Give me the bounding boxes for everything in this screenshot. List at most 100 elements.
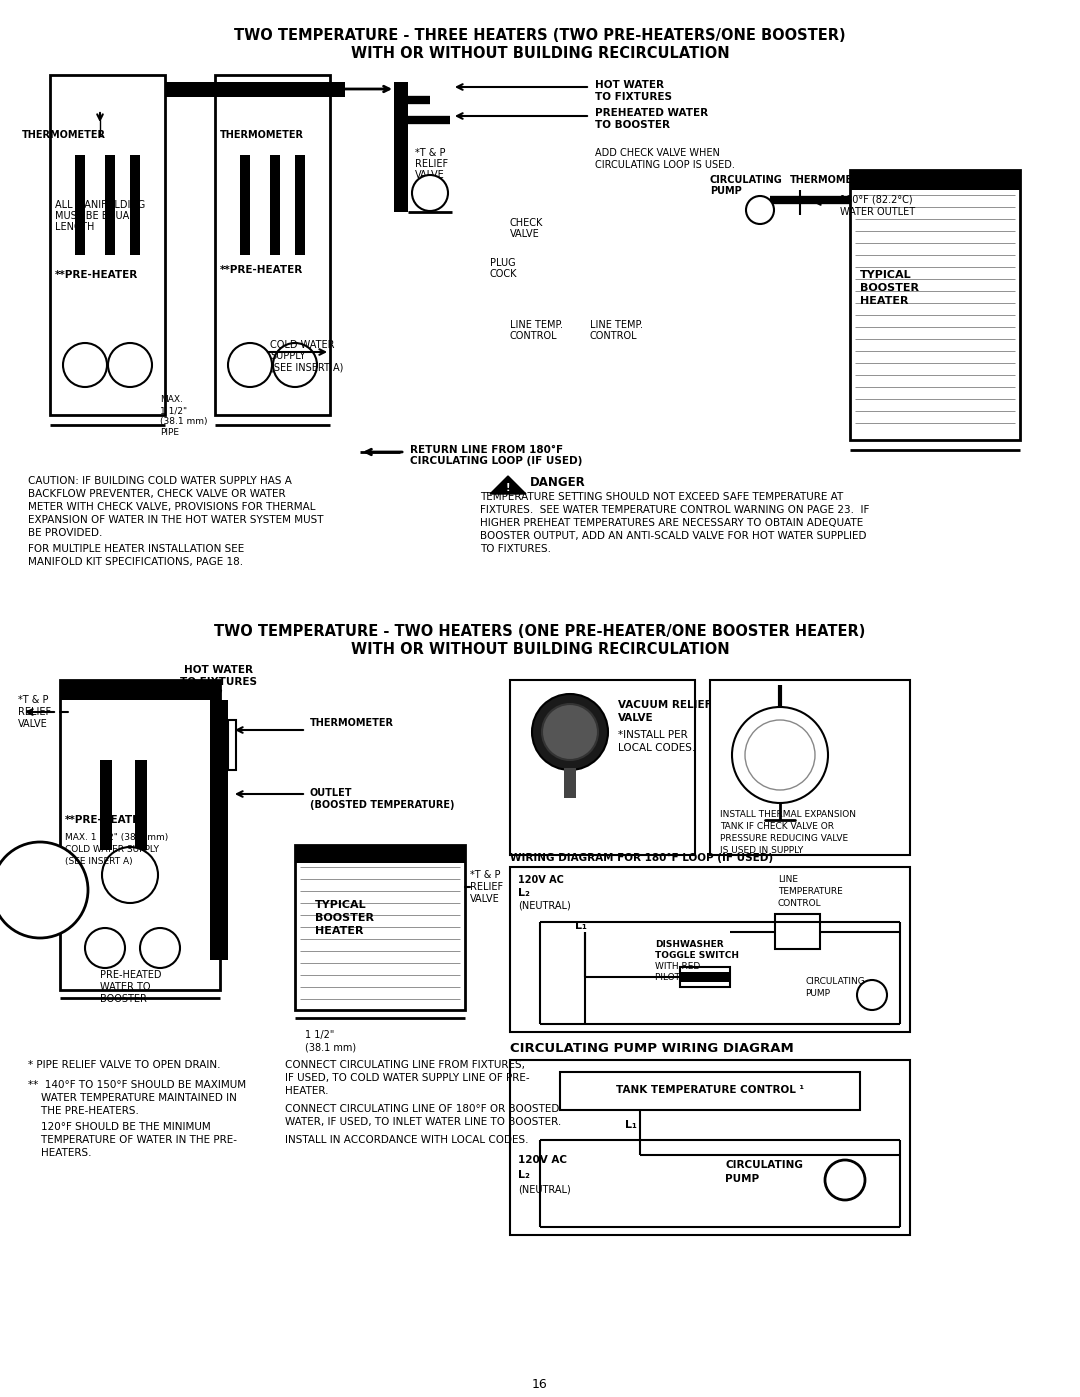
Text: BOOSTER: BOOSTER [860, 284, 919, 293]
Bar [270, 155, 280, 256]
Circle shape [273, 344, 318, 387]
Text: LENGTH: LENGTH [55, 222, 94, 232]
Text: 120°F SHOULD BE THE MINIMUM: 120°F SHOULD BE THE MINIMUM [28, 1122, 211, 1132]
Bar [295, 845, 465, 1010]
Text: PUMP: PUMP [805, 989, 831, 997]
Bar [105, 155, 114, 256]
Text: * PIPE RELIEF VALVE TO OPEN DRAIN.: * PIPE RELIEF VALVE TO OPEN DRAIN. [28, 1060, 220, 1070]
Text: TANK TEMPERATURE CONTROL ¹: TANK TEMPERATURE CONTROL ¹ [616, 1085, 804, 1095]
Text: (NEUTRAL): (NEUTRAL) [518, 901, 570, 911]
Circle shape [411, 175, 448, 211]
Text: PILOT LIGHT: PILOT LIGHT [654, 972, 710, 982]
Text: CONNECT CIRCULATING LINE FROM FIXTURES,: CONNECT CIRCULATING LINE FROM FIXTURES, [285, 1060, 525, 1070]
Text: VALVE: VALVE [415, 170, 445, 180]
Text: TOGGLE SWITCH: TOGGLE SWITCH [654, 951, 739, 960]
Circle shape [85, 928, 125, 968]
Circle shape [858, 981, 887, 1010]
Text: THERMOMETER: THERMOMETER [220, 130, 303, 140]
Text: ADD CHECK VALVE WHEN: ADD CHECK VALVE WHEN [595, 148, 720, 158]
Text: IS USED IN SUPPLY: IS USED IN SUPPLY [720, 847, 804, 855]
Text: *T & P: *T & P [415, 148, 446, 158]
Bar [210, 700, 228, 960]
Bar [680, 967, 730, 988]
Text: **PRE-HEATER: **PRE-HEATER [65, 814, 148, 826]
Bar [60, 680, 220, 990]
Text: PUMP: PUMP [725, 1173, 759, 1185]
Text: OUTLET: OUTLET [310, 788, 352, 798]
Circle shape [0, 842, 87, 937]
Text: LOCAL CODES.: LOCAL CODES. [618, 743, 696, 753]
Text: (38.1 mm): (38.1 mm) [160, 416, 207, 426]
Text: MUST BE EQUAL: MUST BE EQUAL [55, 211, 135, 221]
Text: WATER TO: WATER TO [100, 982, 150, 992]
Text: TO FIXTURES: TO FIXTURES [179, 678, 257, 687]
Circle shape [746, 196, 774, 224]
Text: INSTALL THERMAL EXPANSION: INSTALL THERMAL EXPANSION [720, 810, 856, 819]
Text: TEMPERATURE SETTING SHOULD NOT EXCEED SAFE TEMPERATURE AT: TEMPERATURE SETTING SHOULD NOT EXCEED SA… [480, 492, 843, 502]
Text: L₂: L₂ [518, 1171, 530, 1180]
Text: TWO TEMPERATURE - TWO HEATERS (ONE PRE-HEATER/ONE BOOSTER HEATER): TWO TEMPERATURE - TWO HEATERS (ONE PRE-H… [214, 624, 866, 638]
Circle shape [102, 847, 158, 902]
Bar [60, 680, 220, 700]
Text: THERMOMETER: THERMOMETER [22, 130, 106, 140]
Text: CIRCULATING PUMP WIRING DIAGRAM: CIRCULATING PUMP WIRING DIAGRAM [510, 1042, 794, 1055]
Text: DANGER: DANGER [530, 476, 585, 489]
Bar [510, 680, 696, 855]
Text: TO FIXTURES.: TO FIXTURES. [480, 543, 551, 555]
Text: 180°F (82.2°C): 180°F (82.2°C) [840, 196, 913, 205]
Text: HEATER: HEATER [315, 926, 364, 936]
Text: VALVE: VALVE [18, 719, 48, 729]
Text: L₂: L₂ [518, 888, 530, 898]
Bar [510, 868, 910, 1032]
Text: HEATER.: HEATER. [285, 1085, 328, 1097]
Text: MAX. 1 1/2" (38.1 mm): MAX. 1 1/2" (38.1 mm) [65, 833, 168, 842]
Circle shape [228, 344, 272, 387]
Bar [165, 82, 345, 96]
Text: PLUG: PLUG [490, 258, 515, 268]
Circle shape [140, 928, 180, 968]
Text: CIRCULATING LOOP (IF USED): CIRCULATING LOOP (IF USED) [410, 455, 582, 467]
Text: WATER OUTLET: WATER OUTLET [840, 207, 915, 217]
Text: RELIEF: RELIEF [470, 882, 503, 893]
Text: (SEE INSERT A): (SEE INSERT A) [65, 856, 133, 866]
Circle shape [825, 1160, 865, 1200]
Text: MAX.: MAX. [160, 395, 183, 404]
Polygon shape [490, 476, 526, 495]
Text: PIPE: PIPE [160, 427, 179, 437]
Bar [295, 845, 465, 863]
Text: HIGHER PREHEAT TEMPERATURES ARE NECESSARY TO OBTAIN ADEQUATE: HIGHER PREHEAT TEMPERATURES ARE NECESSAR… [480, 518, 863, 528]
Text: CONTROL: CONTROL [590, 331, 637, 341]
Text: **  140°F TO 150°F SHOULD BE MAXIMUM: ** 140°F TO 150°F SHOULD BE MAXIMUM [28, 1080, 246, 1090]
Text: VALVE: VALVE [510, 229, 540, 239]
Text: 1 1/2": 1 1/2" [160, 407, 187, 415]
Text: TYPICAL: TYPICAL [860, 270, 912, 279]
Text: VACUUM RELIEF: VACUUM RELIEF [618, 700, 712, 710]
Text: PRE-HEATED: PRE-HEATED [100, 970, 162, 981]
Text: (NEUTRAL): (NEUTRAL) [518, 1185, 570, 1194]
Text: SUPPLY: SUPPLY [270, 351, 306, 360]
Text: LINE TEMP.: LINE TEMP. [510, 320, 563, 330]
Text: CONNECT CIRCULATING LINE OF 180°F OR BOOSTED: CONNECT CIRCULATING LINE OF 180°F OR BOO… [285, 1104, 559, 1113]
Text: CONTROL: CONTROL [778, 900, 822, 908]
Text: BE PROVIDED.: BE PROVIDED. [28, 528, 103, 538]
Text: MANIFOLD KIT SPECIFICATIONS, PAGE 18.: MANIFOLD KIT SPECIFICATIONS, PAGE 18. [28, 557, 243, 567]
Text: TEMPERATURE: TEMPERATURE [778, 887, 842, 895]
Bar [561, 1071, 860, 1111]
Text: THERMOMETER: THERMOMETER [310, 718, 394, 728]
Text: LINE TEMP.: LINE TEMP. [590, 320, 643, 330]
Bar [510, 1060, 910, 1235]
Text: VALVE: VALVE [618, 712, 653, 724]
Text: *T & P: *T & P [18, 694, 49, 705]
Text: FOR MULTIPLE HEATER INSTALLATION SEE: FOR MULTIPLE HEATER INSTALLATION SEE [28, 543, 244, 555]
Text: BOOSTER: BOOSTER [315, 914, 374, 923]
Text: !: ! [505, 483, 510, 493]
Text: THERMOMETER: THERMOMETER [789, 175, 874, 184]
Text: BOOSTER: BOOSTER [100, 995, 147, 1004]
Text: *T & P: *T & P [470, 870, 500, 880]
Bar [394, 82, 408, 212]
Circle shape [63, 344, 107, 387]
Text: HOT WATER: HOT WATER [184, 665, 253, 675]
Text: EXPANSION OF WATER IN THE HOT WATER SYSTEM MUST: EXPANSION OF WATER IN THE HOT WATER SYST… [28, 515, 324, 525]
Text: WITH OR WITHOUT BUILDING RECIRCULATION: WITH OR WITHOUT BUILDING RECIRCULATION [351, 643, 729, 657]
Text: L₁: L₁ [575, 921, 586, 930]
